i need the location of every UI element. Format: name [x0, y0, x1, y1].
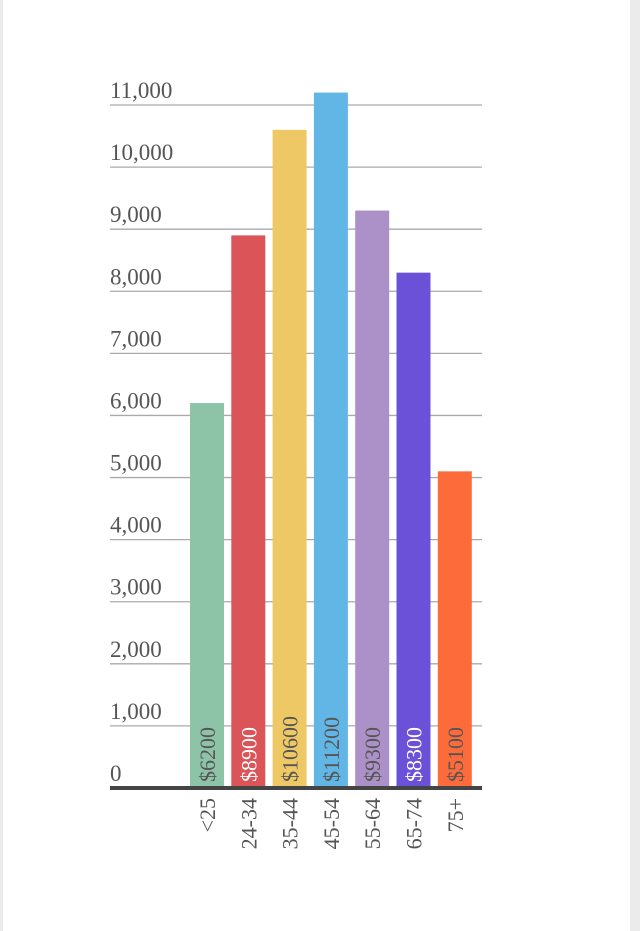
bar	[272, 129, 307, 788]
bar	[313, 92, 348, 789]
x-tick-label: 65-74	[402, 798, 427, 849]
y-tick-label: 11,000	[110, 78, 172, 103]
data-label: $9300	[360, 727, 385, 782]
y-tick-label: 8,000	[110, 264, 162, 289]
y-tick-label: 10,000	[110, 140, 173, 165]
y-tick-label: 7,000	[110, 326, 162, 351]
data-label: $11200	[319, 717, 344, 782]
y-tick-label: 9,000	[110, 202, 162, 227]
x-tick-label: 45-54	[319, 798, 344, 849]
data-label: $8300	[402, 727, 427, 782]
y-tick-label: 5,000	[110, 451, 162, 476]
bar	[355, 210, 390, 788]
bar	[437, 471, 472, 788]
bar	[231, 235, 266, 788]
data-label: $5100	[443, 727, 468, 782]
x-tick-label: 24-34	[236, 798, 261, 849]
bar	[396, 272, 431, 788]
x-tick-label: <25	[195, 798, 220, 832]
y-tick-label: 1,000	[110, 699, 162, 724]
x-tick-label: 55-64	[360, 798, 385, 849]
data-label: $6200	[195, 727, 220, 782]
bar	[190, 403, 224, 788]
data-label: $10600	[278, 716, 303, 782]
y-tick-label: 3,000	[110, 575, 162, 600]
data-label: $8900	[236, 727, 261, 782]
y-tick-label: 2,000	[110, 637, 162, 662]
x-tick-label: 35-44	[278, 798, 303, 849]
x-tick-label: 75+	[443, 798, 468, 832]
y-tick-label: 4,000	[110, 513, 162, 538]
y-tick-label: 6,000	[110, 388, 162, 413]
y-tick-label: 0	[110, 761, 122, 786]
